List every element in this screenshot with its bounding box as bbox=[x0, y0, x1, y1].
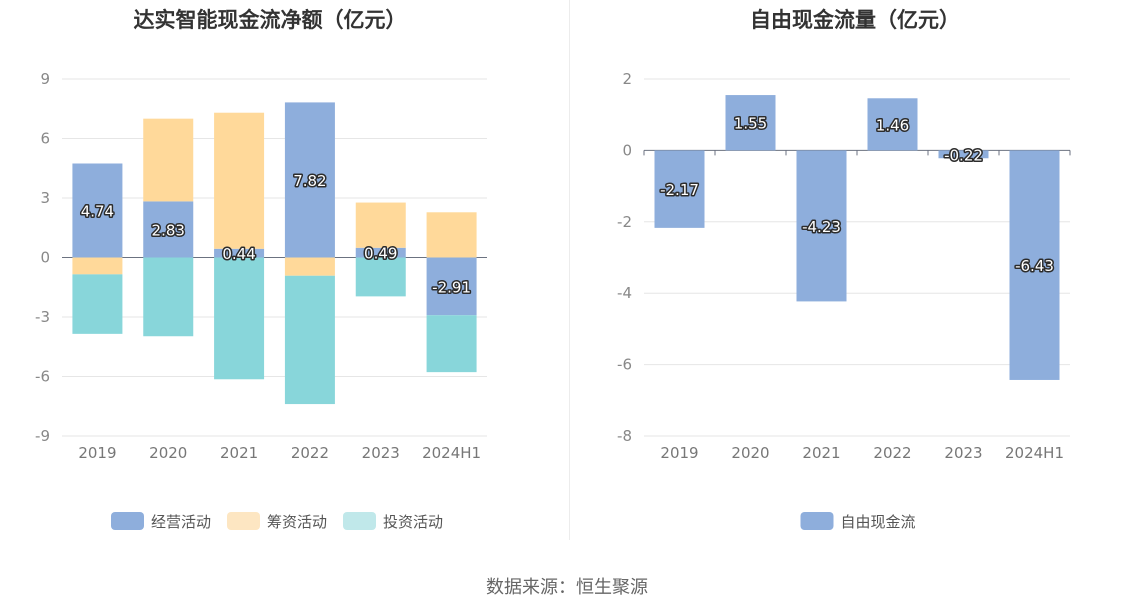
y-tick-label: -2 bbox=[617, 213, 632, 231]
bar bbox=[72, 274, 123, 334]
data-label: -0.22 bbox=[944, 146, 983, 164]
x-tick-label: 2024H1 bbox=[422, 444, 481, 462]
bar bbox=[143, 201, 194, 258]
chart-title: 自由现金流量（亿元） bbox=[750, 8, 960, 32]
bar bbox=[426, 212, 477, 258]
bar bbox=[355, 257, 406, 297]
data-label: 7.82 bbox=[293, 172, 326, 190]
bar bbox=[355, 247, 406, 258]
data-label: 4.74 bbox=[81, 202, 114, 220]
legend-label: 自由现金流 bbox=[841, 513, 916, 531]
data-label: -6.43 bbox=[1015, 257, 1054, 275]
y-tick-label: 2 bbox=[622, 70, 632, 88]
x-tick-label: 2020 bbox=[149, 444, 187, 462]
x-tick-label: 2019 bbox=[78, 444, 116, 462]
x-tick-label: 2021 bbox=[802, 444, 840, 462]
x-tick-label: 2024H1 bbox=[1005, 444, 1064, 462]
legend-label: 投资活动 bbox=[383, 513, 443, 531]
bar bbox=[284, 275, 335, 405]
bar bbox=[725, 95, 776, 151]
y-tick-label: 6 bbox=[40, 130, 50, 148]
data-label: 0.44 bbox=[222, 245, 255, 263]
bar bbox=[938, 150, 989, 159]
bar bbox=[214, 112, 265, 249]
legend-label: 经营活动 bbox=[151, 513, 211, 531]
bar bbox=[72, 163, 123, 258]
legend-swatch bbox=[800, 512, 834, 530]
bar bbox=[284, 257, 335, 276]
y-tick-label: -6 bbox=[35, 368, 50, 386]
y-tick-label: -4 bbox=[617, 284, 632, 302]
data-label: -2.91 bbox=[432, 278, 471, 296]
x-tick-label: 2023 bbox=[944, 444, 982, 462]
data-label: -2.17 bbox=[660, 181, 699, 199]
bar bbox=[355, 202, 406, 248]
bar bbox=[284, 102, 335, 258]
chart-divider bbox=[569, 0, 570, 540]
x-tick-label: 2022 bbox=[291, 444, 329, 462]
bar bbox=[654, 150, 705, 228]
legend-swatch bbox=[343, 512, 376, 530]
data-label: 2.83 bbox=[152, 221, 185, 239]
data-label: 0.49 bbox=[364, 245, 397, 263]
bar bbox=[143, 257, 194, 337]
x-tick-label: 2022 bbox=[873, 444, 911, 462]
legend-swatch bbox=[111, 512, 144, 530]
y-tick-label: 0 bbox=[622, 141, 632, 159]
bar bbox=[214, 257, 265, 380]
y-tick-label: -3 bbox=[35, 308, 50, 326]
data-label: -4.23 bbox=[802, 218, 841, 236]
bar bbox=[214, 248, 265, 258]
chart-title: 达实智能现金流净额（亿元） bbox=[134, 8, 407, 32]
free-cash-flow-chart: 自由现金流量（亿元） 2 0 -2 -4 -6 -8 2019 2020 2021 2022 2023… bbox=[617, 8, 1071, 531]
legend-swatch bbox=[227, 512, 260, 530]
x-tick-label: 2020 bbox=[731, 444, 769, 462]
y-tick-label: 3 bbox=[40, 189, 50, 207]
x-tick-label: 2021 bbox=[220, 444, 258, 462]
bar bbox=[72, 257, 123, 275]
y-tick-label: -6 bbox=[617, 356, 632, 374]
bar bbox=[143, 118, 194, 202]
data-label: 1.46 bbox=[876, 116, 909, 134]
source-note: 数据来源：恒生聚源 bbox=[486, 577, 648, 598]
y-tick-label: 0 bbox=[40, 249, 50, 267]
y-tick-label: 9 bbox=[40, 70, 50, 88]
bar bbox=[426, 257, 477, 316]
bar bbox=[867, 98, 918, 151]
data-label: 1.55 bbox=[734, 115, 767, 133]
y-tick-label: -8 bbox=[617, 427, 632, 445]
x-tick-label: 2019 bbox=[660, 444, 698, 462]
bar bbox=[426, 315, 477, 373]
x-tick-label: 2023 bbox=[362, 444, 400, 462]
y-tick-label: -9 bbox=[35, 427, 50, 445]
bar bbox=[1009, 150, 1060, 380]
legend-label: 筹资活动 bbox=[267, 513, 327, 531]
bar bbox=[796, 150, 847, 302]
cash-flow-net-chart: 达实智能现金流净额（亿元） 9 6 3 0 -3 -6 -9 2019 2020 2021 2022 2… bbox=[35, 8, 487, 531]
